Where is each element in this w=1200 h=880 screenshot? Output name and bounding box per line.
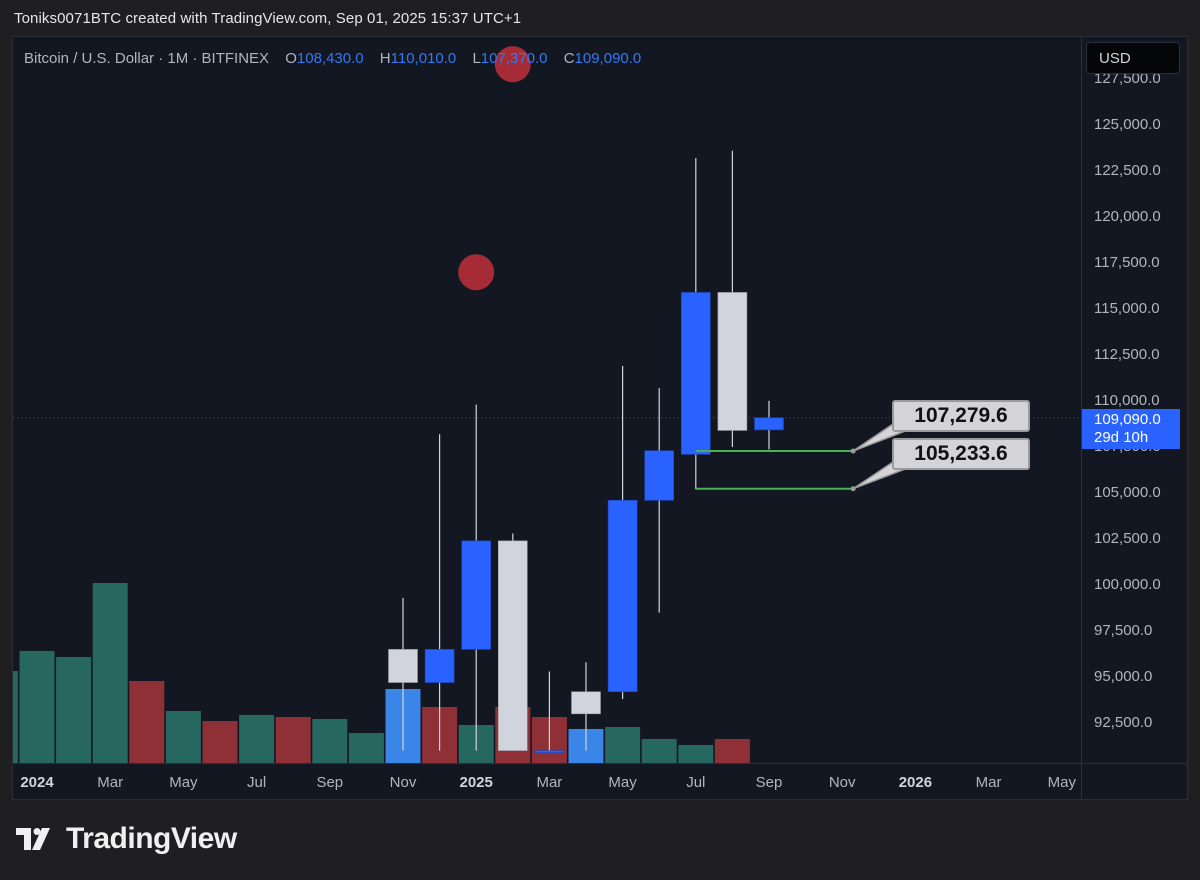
tradingview-logo-icon (16, 828, 50, 850)
volume-bar (714, 739, 750, 763)
volume-bar (56, 657, 92, 763)
symbol-title[interactable]: Bitcoin / U.S. Dollar · 1M · BITFINEX (24, 50, 270, 67)
candle-body (680, 292, 711, 455)
volume-bar (13, 671, 18, 763)
time-tick-label: Nov (389, 774, 417, 791)
time-tick-label: 2026 (898, 774, 933, 791)
currency-button[interactable]: USD (1086, 42, 1180, 74)
candle-body (497, 540, 528, 751)
time-tick-label: Mar (97, 774, 124, 791)
time-tick-label: Mar (975, 774, 1002, 791)
time-tick-label: Sep (316, 774, 344, 791)
candle-body (571, 691, 601, 715)
price-tick-label: 102,500.0 (1094, 530, 1161, 547)
price-tick-label: 92,500.0 (1094, 714, 1153, 731)
low-label: L (472, 50, 481, 67)
price-tick-label: 120,000.0 (1094, 208, 1161, 225)
low-value: 107,370.0 (480, 50, 548, 67)
time-tick-label: May (608, 774, 637, 791)
high-value: 110,010.0 (390, 50, 457, 67)
volume-bar (641, 739, 677, 763)
high-label: H (379, 50, 391, 67)
open-label: O (285, 50, 297, 67)
price-tick-label: 105,000.0 (1094, 484, 1161, 501)
candle-body (461, 540, 492, 650)
tradingview-wordmark: TradingView (66, 822, 237, 855)
time-tick-label: Sep (755, 774, 783, 791)
time-tick-label: 2024 (20, 774, 54, 791)
price-callout-upper[interactable]: 107,279.6 (892, 400, 1030, 432)
price-tick-label: 122,500.0 (1094, 162, 1161, 179)
volume-bar (312, 719, 348, 763)
time-tick-label: May (1047, 774, 1076, 791)
volume-bar (678, 745, 714, 763)
candle-body (424, 649, 455, 683)
tradingview-branding: TradingView (16, 822, 237, 856)
time-tick-label: 2025 (459, 774, 493, 791)
price-tick-label: 100,000.0 (1094, 576, 1161, 593)
time-tick-label: Jul (247, 774, 267, 791)
price-axis-divider (1081, 37, 1082, 799)
volume-bar (165, 711, 201, 763)
volume-bar (239, 715, 275, 763)
price-tick-label: 125,000.0 (1094, 116, 1161, 133)
candle-body (644, 450, 675, 501)
price-callout-lower[interactable]: 105,233.6 (892, 438, 1030, 470)
volume-bar (202, 721, 238, 763)
volume-bar (129, 681, 165, 763)
signal-marker (494, 46, 531, 83)
candle-body (534, 750, 565, 753)
volume-bar (605, 727, 641, 763)
open-value: 108,430.0 (296, 50, 364, 67)
last-price-value: 109,090.0 (1094, 411, 1161, 428)
price-tick-label: 117,500.0 (1094, 254, 1160, 271)
price-tick-label: 112,500.0 (1094, 346, 1160, 363)
volume-bar (275, 717, 311, 763)
plot-area (13, 46, 1081, 763)
candle-body (754, 417, 784, 431)
time-tick-label: Mar (536, 774, 563, 791)
price-tick-label: 95,000.0 (1094, 668, 1153, 685)
price-tick-label: 110,000.0 (1094, 392, 1160, 409)
bar-countdown: 29d 10h (1094, 429, 1149, 446)
candle-body (717, 292, 748, 431)
close-value: 109,090.0 (574, 50, 642, 67)
time-tick-label: Nov (828, 774, 856, 791)
time-tick-label: May (169, 774, 198, 791)
price-tick-label: 97,500.0 (1094, 622, 1153, 639)
last-price-label: 109,090.0 29d 10h (1082, 409, 1180, 449)
chart-attribution: Toniks0071BTC created with TradingView.c… (14, 10, 522, 27)
candle-body (388, 649, 418, 683)
price-tick-label: 127,500.0 (1094, 70, 1161, 87)
time-axis-divider (13, 763, 1187, 764)
symbol-legend: Bitcoin / U.S. Dollar · 1M · BITFINEX O1… (24, 50, 641, 67)
time-tick-label: Jul (686, 774, 706, 791)
price-tick-label: 115,000.0 (1094, 300, 1160, 317)
volume-bar (19, 651, 55, 763)
signal-marker (458, 254, 495, 291)
volume-bar (348, 733, 384, 763)
volume-bar (92, 583, 128, 763)
close-label: C (563, 50, 575, 67)
candle-body (607, 500, 638, 693)
